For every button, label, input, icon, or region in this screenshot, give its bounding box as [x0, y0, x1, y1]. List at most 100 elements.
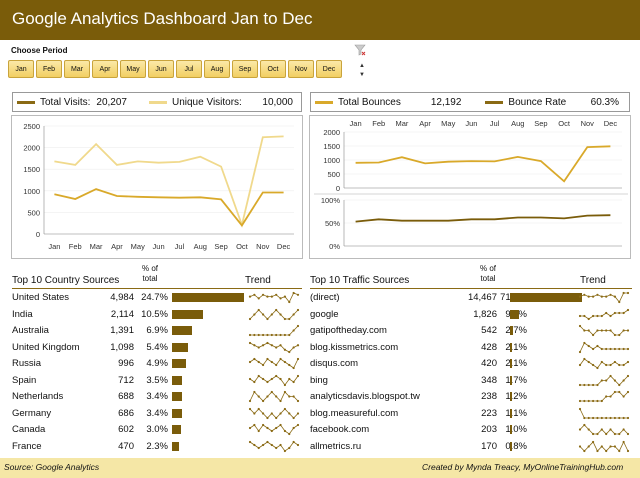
month-button-sep[interactable]: Sep	[232, 60, 258, 78]
table-row: France 470 2.3%	[12, 440, 302, 463]
scroll-down-icon[interactable]: ▼	[359, 72, 365, 78]
sparkline-point	[248, 333, 252, 337]
sparkline-path	[579, 358, 629, 369]
sparkline-point	[613, 347, 617, 350]
sparkline-point	[587, 317, 590, 320]
sparkline-point	[583, 416, 586, 419]
bounces-xtick-label: Dec	[604, 119, 618, 128]
sparkline-point	[270, 312, 273, 316]
sparkline-point	[296, 324, 300, 328]
sparkline-point	[583, 423, 586, 427]
share-bar	[172, 441, 179, 451]
sparkline-point	[609, 428, 612, 431]
table-row: gatipoftheday.com 542 2.7%	[310, 324, 632, 347]
sparkline-point	[622, 363, 625, 367]
trend-sparkline	[248, 308, 300, 320]
credit-note: Created by Mynda Treacy, MyOnlineTrainin…	[422, 462, 624, 472]
month-button-aug[interactable]: Aug	[204, 60, 230, 78]
source-value: 170	[481, 440, 497, 452]
sparkline-point	[600, 444, 603, 448]
sparkline-point	[626, 329, 630, 332]
month-button-mar[interactable]: Mar	[64, 60, 90, 78]
sparkline-path	[249, 292, 299, 303]
source-pct: 3.0%	[146, 424, 168, 435]
sparkline-path	[249, 440, 299, 452]
sparkline-point	[248, 426, 252, 430]
trend-sparkline	[248, 374, 300, 386]
sparkline-point	[275, 293, 278, 296]
month-button-apr[interactable]: Apr	[92, 60, 118, 78]
month-button-nov[interactable]: Nov	[288, 60, 314, 78]
table-row: India 2,114 10.5%	[12, 308, 302, 331]
month-button-jun[interactable]: Jun	[148, 60, 174, 78]
sparkline-point	[257, 429, 260, 433]
sparkline-point	[275, 308, 278, 311]
month-button-oct[interactable]: Oct	[260, 60, 286, 78]
source-name: United Kingdom	[12, 341, 80, 353]
source-pct: 2.3%	[146, 440, 168, 452]
sparkline-point	[596, 329, 599, 332]
sparkline-point	[261, 399, 265, 403]
table-row: Canada 602 3.0%	[12, 423, 302, 446]
sparkline-point	[270, 390, 273, 394]
month-button-jul[interactable]: Jul	[176, 60, 202, 78]
sparkline-point	[600, 399, 603, 403]
scroll-up-icon[interactable]: ▲	[359, 63, 365, 69]
source-value: 602	[118, 424, 134, 435]
bounces-xtick-label: Mar	[395, 119, 408, 128]
sparkline-point	[596, 344, 599, 347]
sparkline-point	[578, 428, 582, 431]
sparkline-point	[605, 416, 608, 419]
sparkline-point	[261, 312, 265, 316]
share-bar	[172, 392, 182, 401]
sparkline-point	[296, 308, 300, 311]
sparkline-point	[248, 295, 252, 298]
month-button-may[interactable]: May	[120, 60, 146, 78]
sparkline-point	[261, 443, 265, 446]
bounces-xtick-label: Oct	[558, 119, 571, 128]
trend-sparkline	[578, 324, 630, 337]
bounces-ytick-label: 500	[327, 170, 340, 179]
sparkline-point	[292, 345, 295, 349]
visits-ytick-label: 0	[36, 230, 40, 239]
sparkline-point	[618, 347, 621, 350]
month-button-dec[interactable]: Dec	[316, 60, 342, 78]
sparkline-point	[596, 314, 599, 317]
sparkline-point	[591, 416, 595, 419]
bounces-xtick-label: Aug	[511, 119, 524, 128]
visits-xtick-label: Oct	[236, 242, 249, 251]
visits-xtick-label: Mar	[90, 242, 103, 251]
sparkline-point	[266, 395, 269, 398]
bounce-rate-series-line-0	[355, 214, 611, 223]
clear-filter-icon[interactable]	[354, 44, 366, 56]
sparkline-path	[579, 408, 628, 418]
month-button-feb[interactable]: Feb	[36, 60, 62, 78]
month-button-jan[interactable]: Jan	[8, 60, 34, 78]
sparkline-point	[591, 440, 595, 443]
sparkline-point	[257, 446, 260, 449]
visits-xtick-label: Sep	[214, 242, 227, 251]
bounces-xtick-label: Sep	[534, 119, 547, 128]
source-value: 2,114	[110, 308, 134, 320]
source-name: google	[310, 308, 339, 320]
table-row: (direct)14,46771.6%	[310, 291, 632, 314]
source-name: Canada	[12, 424, 46, 435]
sparkline-point	[292, 426, 295, 430]
slicer-scrollbar[interactable]: ▲ ▼	[358, 62, 366, 80]
sparkline-point	[253, 380, 256, 383]
visits-xtick-label: Jan	[48, 242, 60, 251]
sparkline-point	[609, 416, 612, 419]
source-pct: 0.8%	[505, 440, 527, 452]
table-row: blog.measureful.com 223 1.1%	[310, 407, 632, 430]
sparkline-path	[249, 391, 299, 402]
source-name: India	[12, 308, 33, 320]
bounces-chart: Jan Feb Mar Apr May Jun Jul Aug Sep Oct Nov Dec 0 500…	[309, 115, 631, 259]
sparkline-point	[609, 374, 612, 377]
sparkline-point	[257, 345, 260, 349]
share-bar	[510, 309, 520, 319]
sparkline-point	[587, 329, 590, 332]
sparkline-point	[279, 411, 282, 415]
bounces-xtick-label: Apr	[419, 119, 431, 128]
sparkline-point	[626, 416, 630, 419]
sparkline-point	[266, 341, 269, 344]
